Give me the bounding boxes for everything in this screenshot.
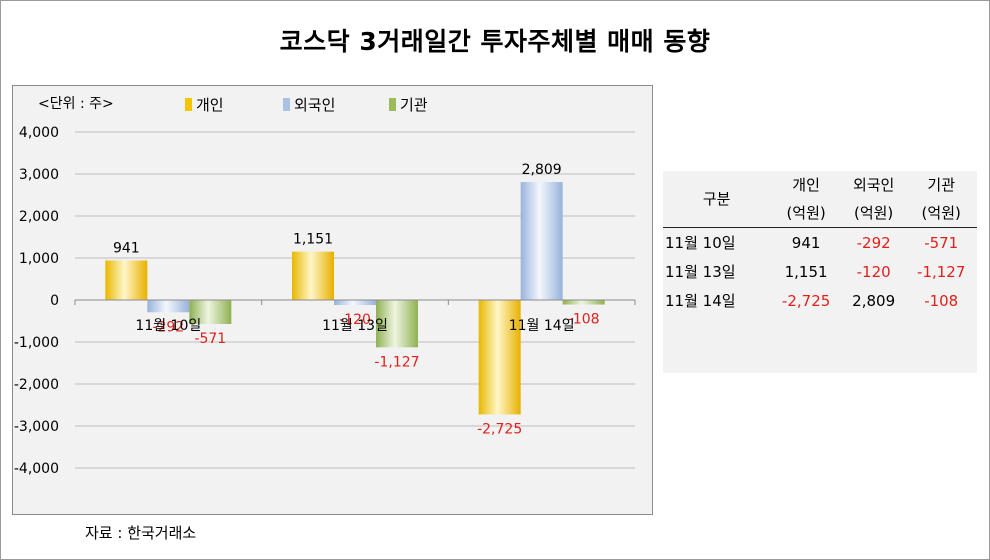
legend-swatch	[185, 98, 192, 111]
legend-label: 기관	[400, 96, 428, 114]
data-label: -571	[194, 331, 226, 347]
y-tick-label: 1,000	[19, 251, 59, 267]
table-cell-value: 941	[770, 227, 842, 257]
table-cell-value: -120	[856, 262, 891, 281]
y-tick-label: 2,000	[19, 209, 59, 225]
table-cell-value: -292	[841, 227, 906, 257]
y-tick-label: 4,000	[19, 125, 59, 141]
plot-area: 4,000 3,000 2,000 1,000 0 -1,000 -2,000 -3,000 -…	[12, 85, 653, 515]
table-cell-value: -571	[905, 227, 977, 257]
x-category-label: 11월 13일	[322, 318, 388, 334]
bar	[376, 300, 418, 348]
page-title: 코스닥 3거래일간 투자주체별 매매 동향	[279, 27, 711, 56]
table-unit-individual: (억원)	[786, 204, 826, 222]
bar	[562, 300, 605, 305]
y-tick-label: -3,000	[14, 419, 59, 435]
y-tick-label: -1,000	[14, 335, 59, 351]
bar	[292, 251, 334, 300]
table-unit-foreign: (억원)	[853, 204, 894, 222]
y-tick-label: 0	[50, 293, 59, 309]
data-label: -108	[568, 312, 600, 328]
data-label: 941	[113, 240, 140, 256]
table-header-foreign: 외국인	[852, 176, 895, 194]
legend-label: 외국인	[294, 96, 335, 114]
summary-table: 구분 개인 외국인 기관 (억원) (억원) (억원) 11월 10일 941 …	[663, 171, 977, 315]
x-category-label: 11월 14일	[509, 318, 575, 334]
table-header-category: 구분	[702, 190, 731, 208]
bar-chart: 4,000 3,000 2,000 1,000 0 -1,000 -2,000 -3,000 -…	[14, 96, 636, 477]
bar	[189, 300, 232, 324]
table-cell-date: 11월 14일	[665, 292, 736, 310]
legend-label: 개인	[196, 96, 224, 114]
summary-table-panel: 구분 개인 외국인 기관 (억원) (억원) (억원) 11월 10일 941 …	[663, 171, 977, 373]
table-header-individual: 개인	[792, 176, 820, 194]
legend-swatch	[283, 98, 290, 111]
legend-swatch	[389, 98, 396, 111]
table-cell-value: -2,725	[781, 291, 831, 310]
table-header-institution: 기관	[927, 176, 956, 194]
table-row: 11월 14일 -2,725 2,809 -108	[663, 286, 977, 315]
table-cell-date: 11월 10일	[663, 227, 771, 257]
table-cell-value: -1,127	[917, 262, 966, 281]
bar	[478, 300, 521, 415]
data-label: 1,151	[293, 232, 333, 248]
table-cell-value: -108	[924, 291, 959, 310]
bar	[147, 300, 190, 313]
table-cell-date: 11월 13일	[665, 263, 736, 281]
bar	[334, 300, 376, 306]
y-tick-label: -4,000	[14, 461, 59, 477]
data-label: -1,127	[374, 354, 419, 370]
bar	[520, 182, 563, 300]
table-cell-value: 1,151	[784, 262, 828, 281]
table-row: 11월 13일 1,151 -120 -1,127	[663, 257, 977, 286]
data-label: 2,809	[522, 162, 562, 178]
data-label: -120	[339, 312, 371, 328]
bar	[105, 260, 148, 300]
data-label: -292	[152, 319, 184, 335]
table-row: 11월 10일 941 -292 -571	[663, 227, 977, 257]
x-category-label: 11월 10일	[135, 318, 201, 334]
y-tick-label: -2,000	[14, 377, 59, 393]
unit-label: <단위 : 주>	[38, 96, 114, 112]
table-cell-value: 2,809	[852, 291, 896, 310]
source-note: 자료 : 한국거래소	[85, 524, 197, 542]
data-label: -2,725	[477, 421, 522, 437]
y-tick-label: 3,000	[19, 167, 59, 183]
table-unit-institution: (억원)	[921, 204, 961, 222]
